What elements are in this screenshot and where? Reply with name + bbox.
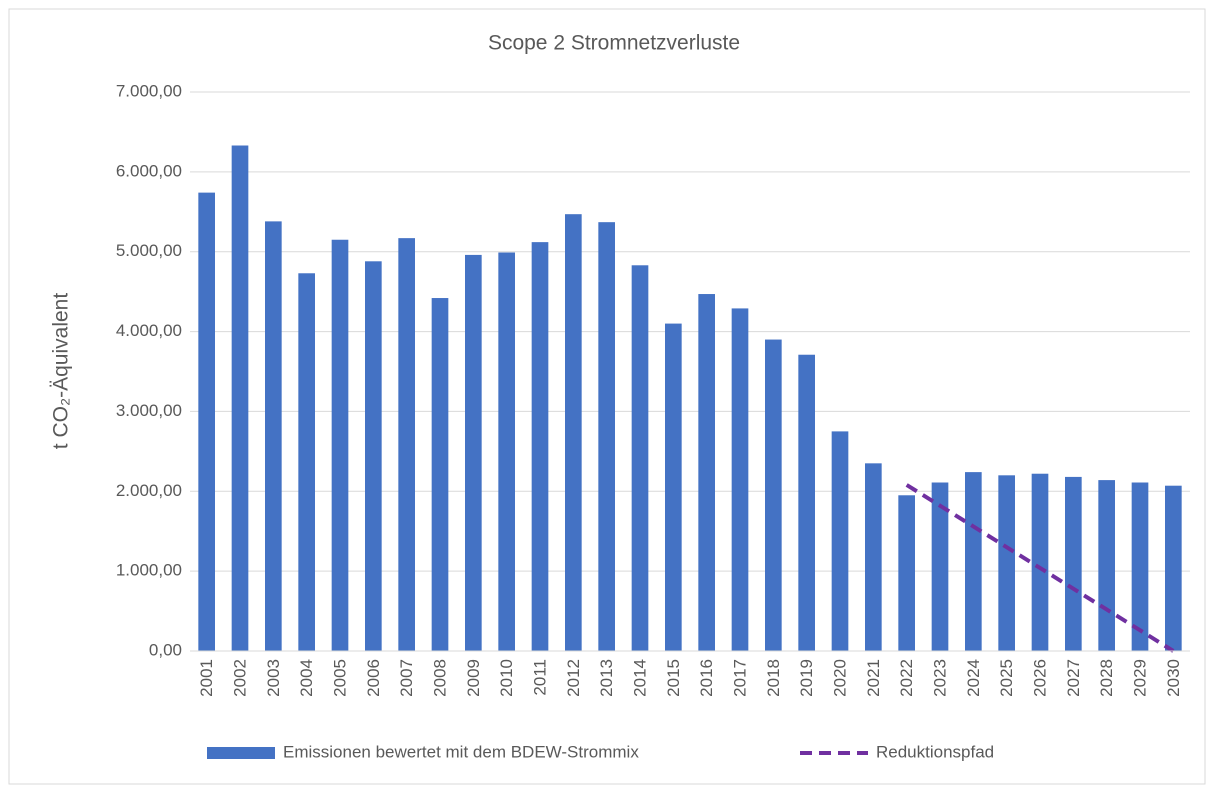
x-tick-label: 2018 bbox=[764, 659, 783, 697]
x-tick-label: 2011 bbox=[530, 659, 549, 696]
x-tick-label: 2010 bbox=[497, 659, 516, 697]
x-tick-label: 2003 bbox=[264, 659, 283, 697]
y-tick-label: 6.000,00 bbox=[116, 161, 182, 180]
x-tick-label: 2009 bbox=[464, 659, 483, 697]
x-tick-label: 2007 bbox=[397, 659, 416, 697]
bar bbox=[798, 354, 815, 651]
y-tick-label: 2.000,00 bbox=[116, 481, 182, 500]
bar bbox=[1031, 473, 1049, 651]
y-tick-label: 1.000,00 bbox=[116, 561, 182, 580]
x-tick-label: 2022 bbox=[897, 659, 916, 697]
bar bbox=[731, 308, 749, 651]
x-tick-label: 2029 bbox=[1130, 659, 1149, 697]
bar bbox=[398, 238, 415, 652]
y-tick-label: 7.000,00 bbox=[116, 81, 182, 100]
bar bbox=[431, 298, 449, 651]
x-tick-label: 2019 bbox=[797, 659, 816, 697]
line-series bbox=[905, 483, 1175, 653]
bar bbox=[598, 222, 615, 651]
bar bbox=[931, 482, 949, 651]
x-tick-label: 2030 bbox=[1164, 659, 1183, 697]
bar bbox=[331, 239, 349, 651]
x-tick-label: 2015 bbox=[664, 659, 683, 697]
bar bbox=[231, 145, 249, 652]
x-tick-label: 2002 bbox=[230, 659, 249, 697]
y-tick-label: 5.000,00 bbox=[116, 241, 182, 260]
legend-label: Reduktionspfad bbox=[876, 742, 994, 761]
chart-title: Scope 2 Stromnetzverluste bbox=[488, 32, 740, 55]
bar bbox=[665, 323, 682, 651]
x-tick-label: 2014 bbox=[630, 659, 649, 697]
y-tick-label: 4.000,00 bbox=[116, 321, 182, 340]
x-tick-label: 2017 bbox=[730, 659, 749, 697]
bar bbox=[298, 273, 315, 651]
x-tick-label: 2004 bbox=[297, 659, 316, 697]
bar bbox=[565, 214, 582, 651]
y-tick-label: 0,00 bbox=[149, 640, 182, 659]
bar bbox=[631, 265, 649, 651]
bar bbox=[765, 339, 782, 651]
bar bbox=[265, 221, 282, 651]
bar bbox=[465, 254, 482, 651]
x-tick-label: 2008 bbox=[430, 659, 449, 697]
bar bbox=[531, 242, 549, 652]
bar bbox=[498, 252, 515, 651]
x-tick-label: 2013 bbox=[597, 659, 616, 697]
x-tick-label: 2012 bbox=[564, 659, 583, 697]
x-tick-label: 2006 bbox=[364, 659, 383, 697]
bar bbox=[898, 495, 915, 651]
x-tick-label: 2021 bbox=[864, 659, 883, 697]
bar bbox=[1098, 480, 1115, 651]
bar bbox=[698, 294, 715, 651]
x-tick-label: 2024 bbox=[964, 659, 983, 697]
x-tick-label: 2028 bbox=[1097, 659, 1116, 697]
bar bbox=[1065, 476, 1082, 651]
bar bbox=[965, 472, 982, 651]
bar bbox=[998, 475, 1015, 651]
bar bbox=[1165, 485, 1182, 651]
y-tick-label: 3.000,00 bbox=[116, 401, 182, 420]
bar bbox=[1131, 482, 1149, 651]
x-tick-label: 2020 bbox=[830, 659, 849, 697]
y-axis-label: t CO₂-Äquivalent bbox=[50, 293, 73, 450]
bar bbox=[865, 463, 882, 651]
legend-label: Emissionen bewertet mit dem BDEW-Strommi… bbox=[283, 742, 639, 761]
x-tick-label: 2023 bbox=[930, 659, 949, 697]
x-tick-label: 2027 bbox=[1064, 659, 1083, 697]
bar bbox=[365, 261, 382, 651]
x-tick-label: 2025 bbox=[997, 659, 1016, 697]
x-tick-label: 2026 bbox=[1030, 659, 1049, 697]
bar bbox=[831, 431, 849, 651]
bar bbox=[198, 192, 215, 651]
x-tick-label: 2016 bbox=[697, 659, 716, 697]
legend-swatch bbox=[207, 747, 275, 759]
x-tick-label: 2005 bbox=[330, 659, 349, 697]
x-tick-label: 2001 bbox=[197, 659, 216, 697]
